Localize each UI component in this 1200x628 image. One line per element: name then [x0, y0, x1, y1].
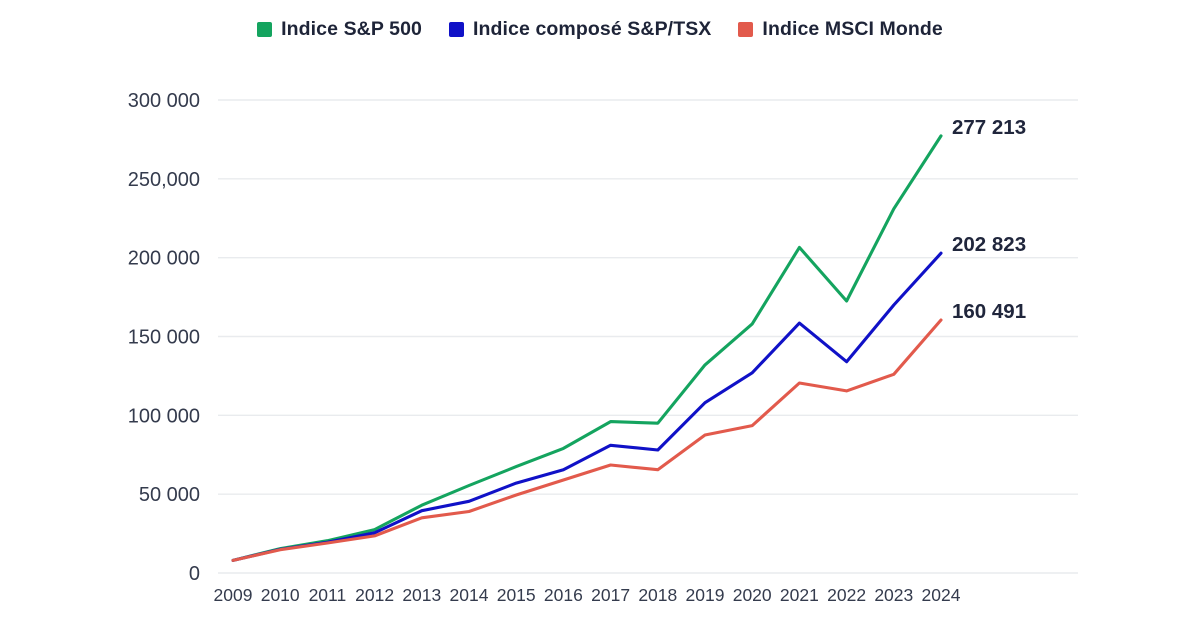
legend: Indice S&P 500 Indice composé S&P/TSX Indi… — [0, 18, 1200, 41]
x-axis-tick-label: 2010 — [261, 585, 300, 605]
y-axis-tick-label: 300 000 — [128, 90, 200, 112]
legend-swatch-icon — [257, 22, 273, 37]
y-axis-tick-label: 100 000 — [128, 405, 200, 427]
y-axis-tick-label: 50 000 — [139, 484, 200, 506]
legend-label: Indice MSCI Monde — [762, 18, 943, 40]
series-end-value-label: 202 823 — [952, 233, 1026, 256]
legend-item-2: Indice MSCI Monde — [738, 18, 943, 41]
x-axis-tick-label: 2017 — [591, 585, 630, 605]
y-axis-tick-label: 250,000 — [128, 169, 200, 191]
x-axis-tick-label: 2014 — [450, 585, 489, 605]
x-axis-tick-label: 2024 — [922, 585, 961, 605]
x-axis-tick-label: 2022 — [827, 585, 866, 605]
series-end-value-label: 277 213 — [952, 116, 1026, 139]
x-axis-tick-label: 2015 — [497, 585, 536, 605]
y-axis-tick-label: 200 000 — [128, 248, 200, 270]
legend-swatch-icon — [738, 22, 754, 37]
x-axis-tick-label: 2019 — [686, 585, 725, 605]
series-line-0 — [231, 134, 943, 562]
y-axis-tick-label: 0 — [189, 563, 200, 585]
x-axis-tick-label: 2016 — [544, 585, 583, 605]
series-line-1 — [231, 251, 943, 562]
legend-swatch-icon — [448, 22, 464, 37]
series-line-2 — [231, 318, 943, 562]
series-end-value-label: 160 491 — [952, 300, 1026, 323]
x-axis-tick-label: 2011 — [309, 585, 347, 605]
legend-item-0: Indice S&P 500 — [257, 18, 422, 41]
x-axis-tick-label: 2023 — [874, 585, 913, 605]
x-axis-tick-label: 2013 — [402, 585, 441, 605]
x-axis-tick-label: 2018 — [638, 585, 677, 605]
x-axis-tick-label: 2021 — [780, 585, 819, 605]
legend-label: Indice composé S&P/TSX — [472, 18, 712, 40]
x-axis-tick-label: 2009 — [214, 585, 253, 605]
legend-item-1: Indice composé S&P/TSX — [448, 18, 712, 41]
x-axis-tick-label: 2012 — [355, 585, 394, 605]
legend-label: Indice S&P 500 — [281, 18, 422, 40]
y-axis-tick-label: 150 000 — [128, 327, 200, 349]
x-axis-tick-label: 2020 — [733, 585, 772, 605]
